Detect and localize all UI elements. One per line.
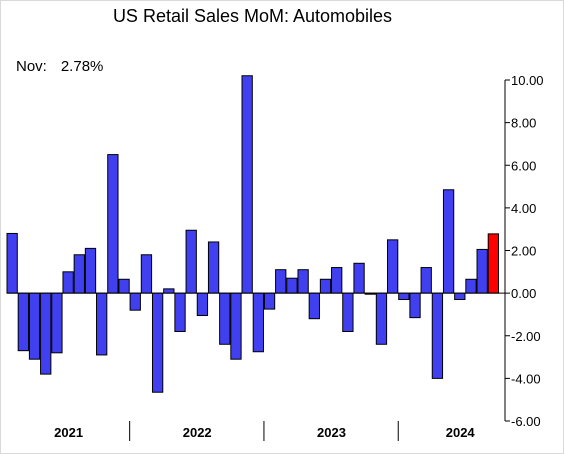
bar <box>17 292 29 352</box>
annotation-label: Nov: <box>16 58 47 75</box>
bar <box>386 239 399 294</box>
x-year-label: 2023 <box>317 425 346 440</box>
bar <box>465 278 477 294</box>
y-tick-label: -4.00 <box>511 371 541 386</box>
bar <box>263 292 276 310</box>
y-tick-label: -6.00 <box>511 414 541 429</box>
x-year-label: 2022 <box>183 425 212 440</box>
y-tick-label: 0.00 <box>511 286 536 301</box>
y-tick-label: 4.00 <box>511 201 536 216</box>
bar <box>73 254 85 294</box>
bar <box>84 247 97 294</box>
bar <box>107 154 119 294</box>
bar <box>185 229 197 294</box>
bar <box>62 271 74 294</box>
bar <box>454 292 466 301</box>
bar <box>297 269 309 294</box>
latest-value-annotation: Nov: 2.78% <box>16 58 103 75</box>
bar <box>196 292 209 317</box>
bar <box>219 292 231 345</box>
y-tick-label: 2.00 <box>511 244 536 259</box>
bar <box>476 248 488 294</box>
x-year-label: 2024 <box>446 425 476 440</box>
bar <box>420 267 432 294</box>
bar <box>342 292 354 332</box>
bar <box>252 292 264 353</box>
bar <box>431 292 444 379</box>
bar <box>308 292 320 320</box>
bar <box>409 292 421 319</box>
bar <box>241 75 253 294</box>
annotation-value: 2.78% <box>60 58 104 75</box>
bar <box>275 269 287 294</box>
bar <box>151 292 164 393</box>
bar <box>353 262 365 294</box>
bar-latest <box>487 233 500 294</box>
bar <box>40 292 52 375</box>
bar <box>398 292 410 301</box>
bar <box>163 288 175 294</box>
x-year-label: 2021 <box>54 425 83 440</box>
bar <box>140 254 153 294</box>
bar <box>442 189 455 294</box>
y-tick-label: 6.00 <box>511 158 536 173</box>
bar <box>6 232 18 294</box>
bar <box>28 292 41 360</box>
bar <box>129 292 141 311</box>
bar <box>319 278 332 294</box>
bar <box>331 267 343 294</box>
chart-title: US Retail Sales MoM: Automobiles <box>112 6 393 26</box>
bar <box>375 292 388 345</box>
bar <box>174 292 186 332</box>
bar <box>207 241 220 294</box>
y-tick-label: -2.00 <box>511 329 541 344</box>
bar <box>230 292 242 360</box>
bar <box>96 292 108 356</box>
bar <box>51 292 63 354</box>
bar <box>286 277 298 294</box>
y-tick-label: 8.00 <box>511 116 536 131</box>
y-tick-label: 10.00 <box>511 73 544 88</box>
bar <box>118 278 130 294</box>
